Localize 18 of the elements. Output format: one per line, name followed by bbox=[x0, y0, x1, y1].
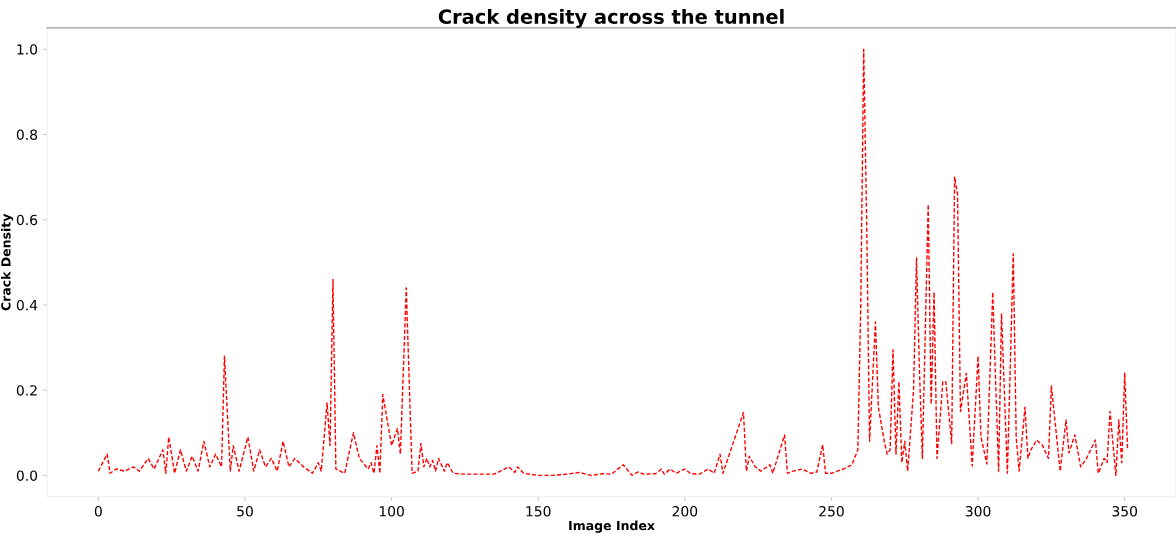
x-tick-label: 100 bbox=[379, 506, 404, 517]
y-tick-label: 0.2 bbox=[16, 385, 37, 396]
x-tick-label: 50 bbox=[237, 506, 253, 517]
y-tick-label: 0.0 bbox=[16, 470, 38, 481]
x-tick-label: 250 bbox=[819, 506, 844, 517]
y-tick-label: 1.0 bbox=[17, 44, 38, 55]
x-tick-label: 0 bbox=[94, 506, 102, 517]
line-series bbox=[97, 48, 1129, 477]
y-axis-title: Crack Density bbox=[0, 213, 14, 311]
x-tick-label: 200 bbox=[672, 506, 698, 517]
x-tick-label: 350 bbox=[1112, 506, 1138, 517]
x-tick-label: 300 bbox=[965, 506, 991, 517]
chart-title: Crack density across the tunnel bbox=[438, 8, 784, 28]
x-tick-label: 150 bbox=[526, 506, 551, 517]
x-axis-title: Image Index bbox=[569, 520, 655, 533]
y-tick-label: 0.6 bbox=[16, 214, 38, 226]
y-tick-label: 0.4 bbox=[16, 299, 38, 311]
y-tick-label: 0.8 bbox=[16, 129, 38, 140]
